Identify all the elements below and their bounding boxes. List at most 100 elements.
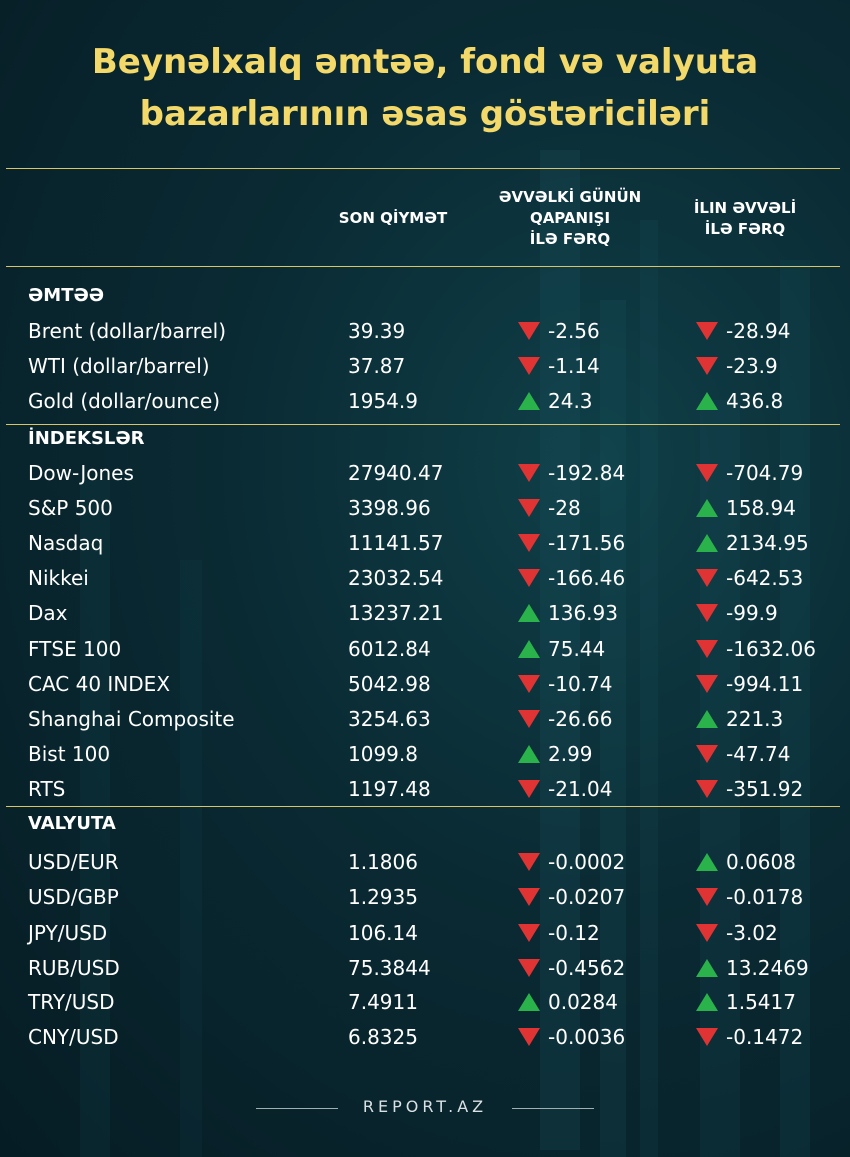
last-price: 5042.98 bbox=[348, 672, 431, 696]
arrow-down-icon bbox=[518, 356, 540, 375]
instrument-name: Dow-Jones bbox=[28, 461, 134, 485]
arrow-down-icon bbox=[696, 779, 718, 798]
footer-rule-right bbox=[512, 1108, 594, 1109]
instrument-name: S&P 500 bbox=[28, 496, 113, 520]
last-price: 3398.96 bbox=[348, 496, 431, 520]
table-row: CNY/USD 6.8325 -0.0036 -0.1472 bbox=[0, 1024, 850, 1058]
year-start-diff-value: -0.0178 bbox=[726, 885, 804, 909]
instrument-name: USD/EUR bbox=[28, 850, 119, 874]
table-row: WTI (dollar/barrel) 37.87 -1.14 -23.9 bbox=[0, 353, 850, 387]
arrow-down-icon bbox=[518, 498, 540, 517]
table-row: RTS 1197.48 -21.04 -351.92 bbox=[0, 776, 850, 810]
page-title: Beynəlxalq əmtəə, fond və valyuta bazarl… bbox=[0, 36, 850, 140]
instrument-name: FTSE 100 bbox=[28, 637, 122, 661]
table-row: Brent (dollar/barrel) 39.39 -2.56 -28.94 bbox=[0, 318, 850, 352]
arrow-down-icon bbox=[518, 463, 540, 482]
last-price: 13237.21 bbox=[348, 601, 444, 625]
section-title: VALYUTA bbox=[28, 813, 116, 834]
arrow-down-icon bbox=[696, 923, 718, 942]
instrument-name: Bist 100 bbox=[28, 742, 111, 766]
table-row: CAC 40 INDEX 5042.98 -10.74 -994.11 bbox=[0, 671, 850, 705]
last-price: 1.2935 bbox=[348, 885, 418, 909]
table-row: S&P 500 3398.96 -28 158.94 bbox=[0, 495, 850, 529]
instrument-name: Dax bbox=[28, 601, 68, 625]
arrow-down-icon bbox=[518, 923, 540, 942]
table-row: Bist 100 1099.8 2.99 -47.74 bbox=[0, 741, 850, 775]
table-row: USD/EUR 1.1806 -0.0002 0.0608 bbox=[0, 849, 850, 883]
prev-day-diff-value: -0.0207 bbox=[548, 885, 626, 909]
year-start-diff-value: -23.9 bbox=[726, 354, 778, 378]
last-price: 1.1806 bbox=[348, 850, 418, 874]
arrow-down-icon bbox=[518, 709, 540, 728]
last-price: 27940.47 bbox=[348, 461, 444, 485]
year-start-diff-value: -704.79 bbox=[726, 461, 804, 485]
year-start-diff: -99.9 bbox=[696, 600, 778, 626]
year-start-diff: -28.94 bbox=[696, 318, 790, 344]
prev-day-diff-value: -0.0036 bbox=[548, 1025, 626, 1049]
last-price: 11141.57 bbox=[348, 531, 444, 555]
arrow-down-icon bbox=[518, 1027, 540, 1046]
header-year-line-2: İLƏ FƏRQ bbox=[704, 220, 786, 238]
instrument-name: JPY/USD bbox=[28, 921, 108, 945]
last-price: 106.14 bbox=[348, 921, 418, 945]
section-rule bbox=[6, 806, 840, 807]
last-price: 1954.9 bbox=[348, 389, 418, 413]
prev-day-diff-value: 24.3 bbox=[548, 389, 593, 413]
year-start-diff: -0.1472 bbox=[696, 1024, 803, 1050]
year-start-diff: 436.8 bbox=[696, 388, 783, 414]
last-price: 23032.54 bbox=[348, 566, 444, 590]
table-row: Dax 13237.21 136.93 -99.9 bbox=[0, 600, 850, 634]
title-line-1: Beynəlxalq əmtəə, fond və valyuta bbox=[91, 42, 759, 82]
footer-brand: REPORT.AZ bbox=[362, 1097, 488, 1116]
prev-day-diff-value: -166.46 bbox=[548, 566, 626, 590]
prev-day-diff: 75.44 bbox=[518, 636, 605, 662]
arrow-down-icon bbox=[518, 779, 540, 798]
year-start-diff: 158.94 bbox=[696, 495, 796, 521]
header-prev-line-1: ƏVVƏLKİ GÜNÜN bbox=[498, 188, 642, 206]
section-title: İNDEKSLƏR bbox=[28, 428, 145, 449]
arrow-down-icon bbox=[696, 568, 718, 587]
year-start-diff: 221.3 bbox=[696, 706, 783, 732]
last-price: 1099.8 bbox=[348, 742, 418, 766]
prev-day-diff: -28 bbox=[518, 495, 581, 521]
header-year-line-1: İLIN ƏVVƏLİ bbox=[693, 199, 797, 217]
arrow-up-icon bbox=[518, 603, 540, 622]
table-row: Gold (dollar/ounce) 1954.9 24.3 436.8 bbox=[0, 388, 850, 422]
year-start-diff: 1.5417 bbox=[696, 989, 796, 1015]
year-start-diff-value: 13.2469 bbox=[726, 956, 809, 980]
prev-day-diff-value: 0.0284 bbox=[548, 990, 618, 1014]
year-start-diff: 2134.95 bbox=[696, 530, 809, 556]
year-start-diff-value: -3.02 bbox=[726, 921, 778, 945]
last-price: 3254.63 bbox=[348, 707, 431, 731]
table-row: Shanghai Composite 3254.63 -26.66 221.3 bbox=[0, 706, 850, 740]
year-start-diff: -3.02 bbox=[696, 920, 778, 946]
table-row: RUB/USD 75.3844 -0.4562 13.2469 bbox=[0, 955, 850, 989]
arrow-up-icon bbox=[696, 391, 718, 410]
arrow-down-icon bbox=[518, 533, 540, 552]
prev-day-diff-value: -10.74 bbox=[548, 672, 613, 696]
prev-day-diff: -2.56 bbox=[518, 318, 600, 344]
year-start-diff: -642.53 bbox=[696, 565, 803, 591]
prev-day-diff-value: -2.56 bbox=[548, 319, 600, 343]
arrow-up-icon bbox=[696, 958, 718, 977]
prev-day-diff: -26.66 bbox=[518, 706, 612, 732]
arrow-down-icon bbox=[518, 887, 540, 906]
prev-day-diff-value: 136.93 bbox=[548, 601, 618, 625]
arrow-up-icon bbox=[696, 709, 718, 728]
arrow-down-icon bbox=[696, 463, 718, 482]
instrument-name: TRY/USD bbox=[28, 990, 115, 1014]
arrow-down-icon bbox=[518, 852, 540, 871]
instrument-name: Shanghai Composite bbox=[28, 707, 235, 731]
section-title: ƏMTƏƏ bbox=[28, 285, 105, 306]
year-start-diff-value: 2134.95 bbox=[726, 531, 809, 555]
arrow-up-icon bbox=[518, 639, 540, 658]
instrument-name: CAC 40 INDEX bbox=[28, 672, 171, 696]
last-price: 75.3844 bbox=[348, 956, 431, 980]
year-start-diff: 0.0608 bbox=[696, 849, 796, 875]
year-start-diff-value: -47.74 bbox=[726, 742, 791, 766]
last-price: 7.4911 bbox=[348, 990, 418, 1014]
prev-day-diff: 0.0284 bbox=[518, 989, 618, 1015]
year-start-diff-value: 1.5417 bbox=[726, 990, 796, 1014]
arrow-down-icon bbox=[518, 674, 540, 693]
prev-day-diff-value: 75.44 bbox=[548, 637, 606, 661]
